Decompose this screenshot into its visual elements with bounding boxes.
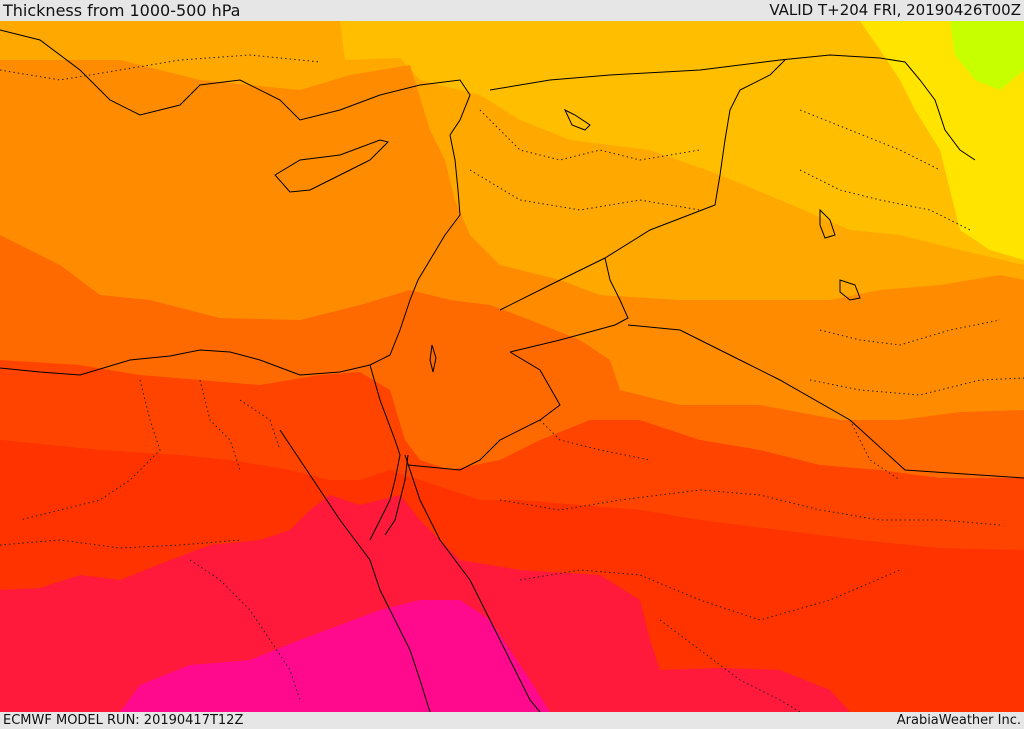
header-bar: Thickness from 1000-500 hPa VALID T+204 … [0,0,1024,21]
map-title: Thickness from 1000-500 hPa [3,1,241,20]
footer-bar: ECMWF MODEL RUN: 20190417T12Z ArabiaWeat… [0,712,1024,729]
model-run: ECMWF MODEL RUN: 20190417T12Z [3,713,244,728]
internal-borders [0,54,1024,712]
thickness-map [0,21,1024,712]
band-yellow-green [950,21,1024,90]
band-magenta [120,600,550,712]
credit: ArabiaWeather Inc. [896,713,1021,728]
coastlines [0,29,1024,712]
valid-time: VALID T+204 FRI, 20190426T00Z [769,1,1021,19]
